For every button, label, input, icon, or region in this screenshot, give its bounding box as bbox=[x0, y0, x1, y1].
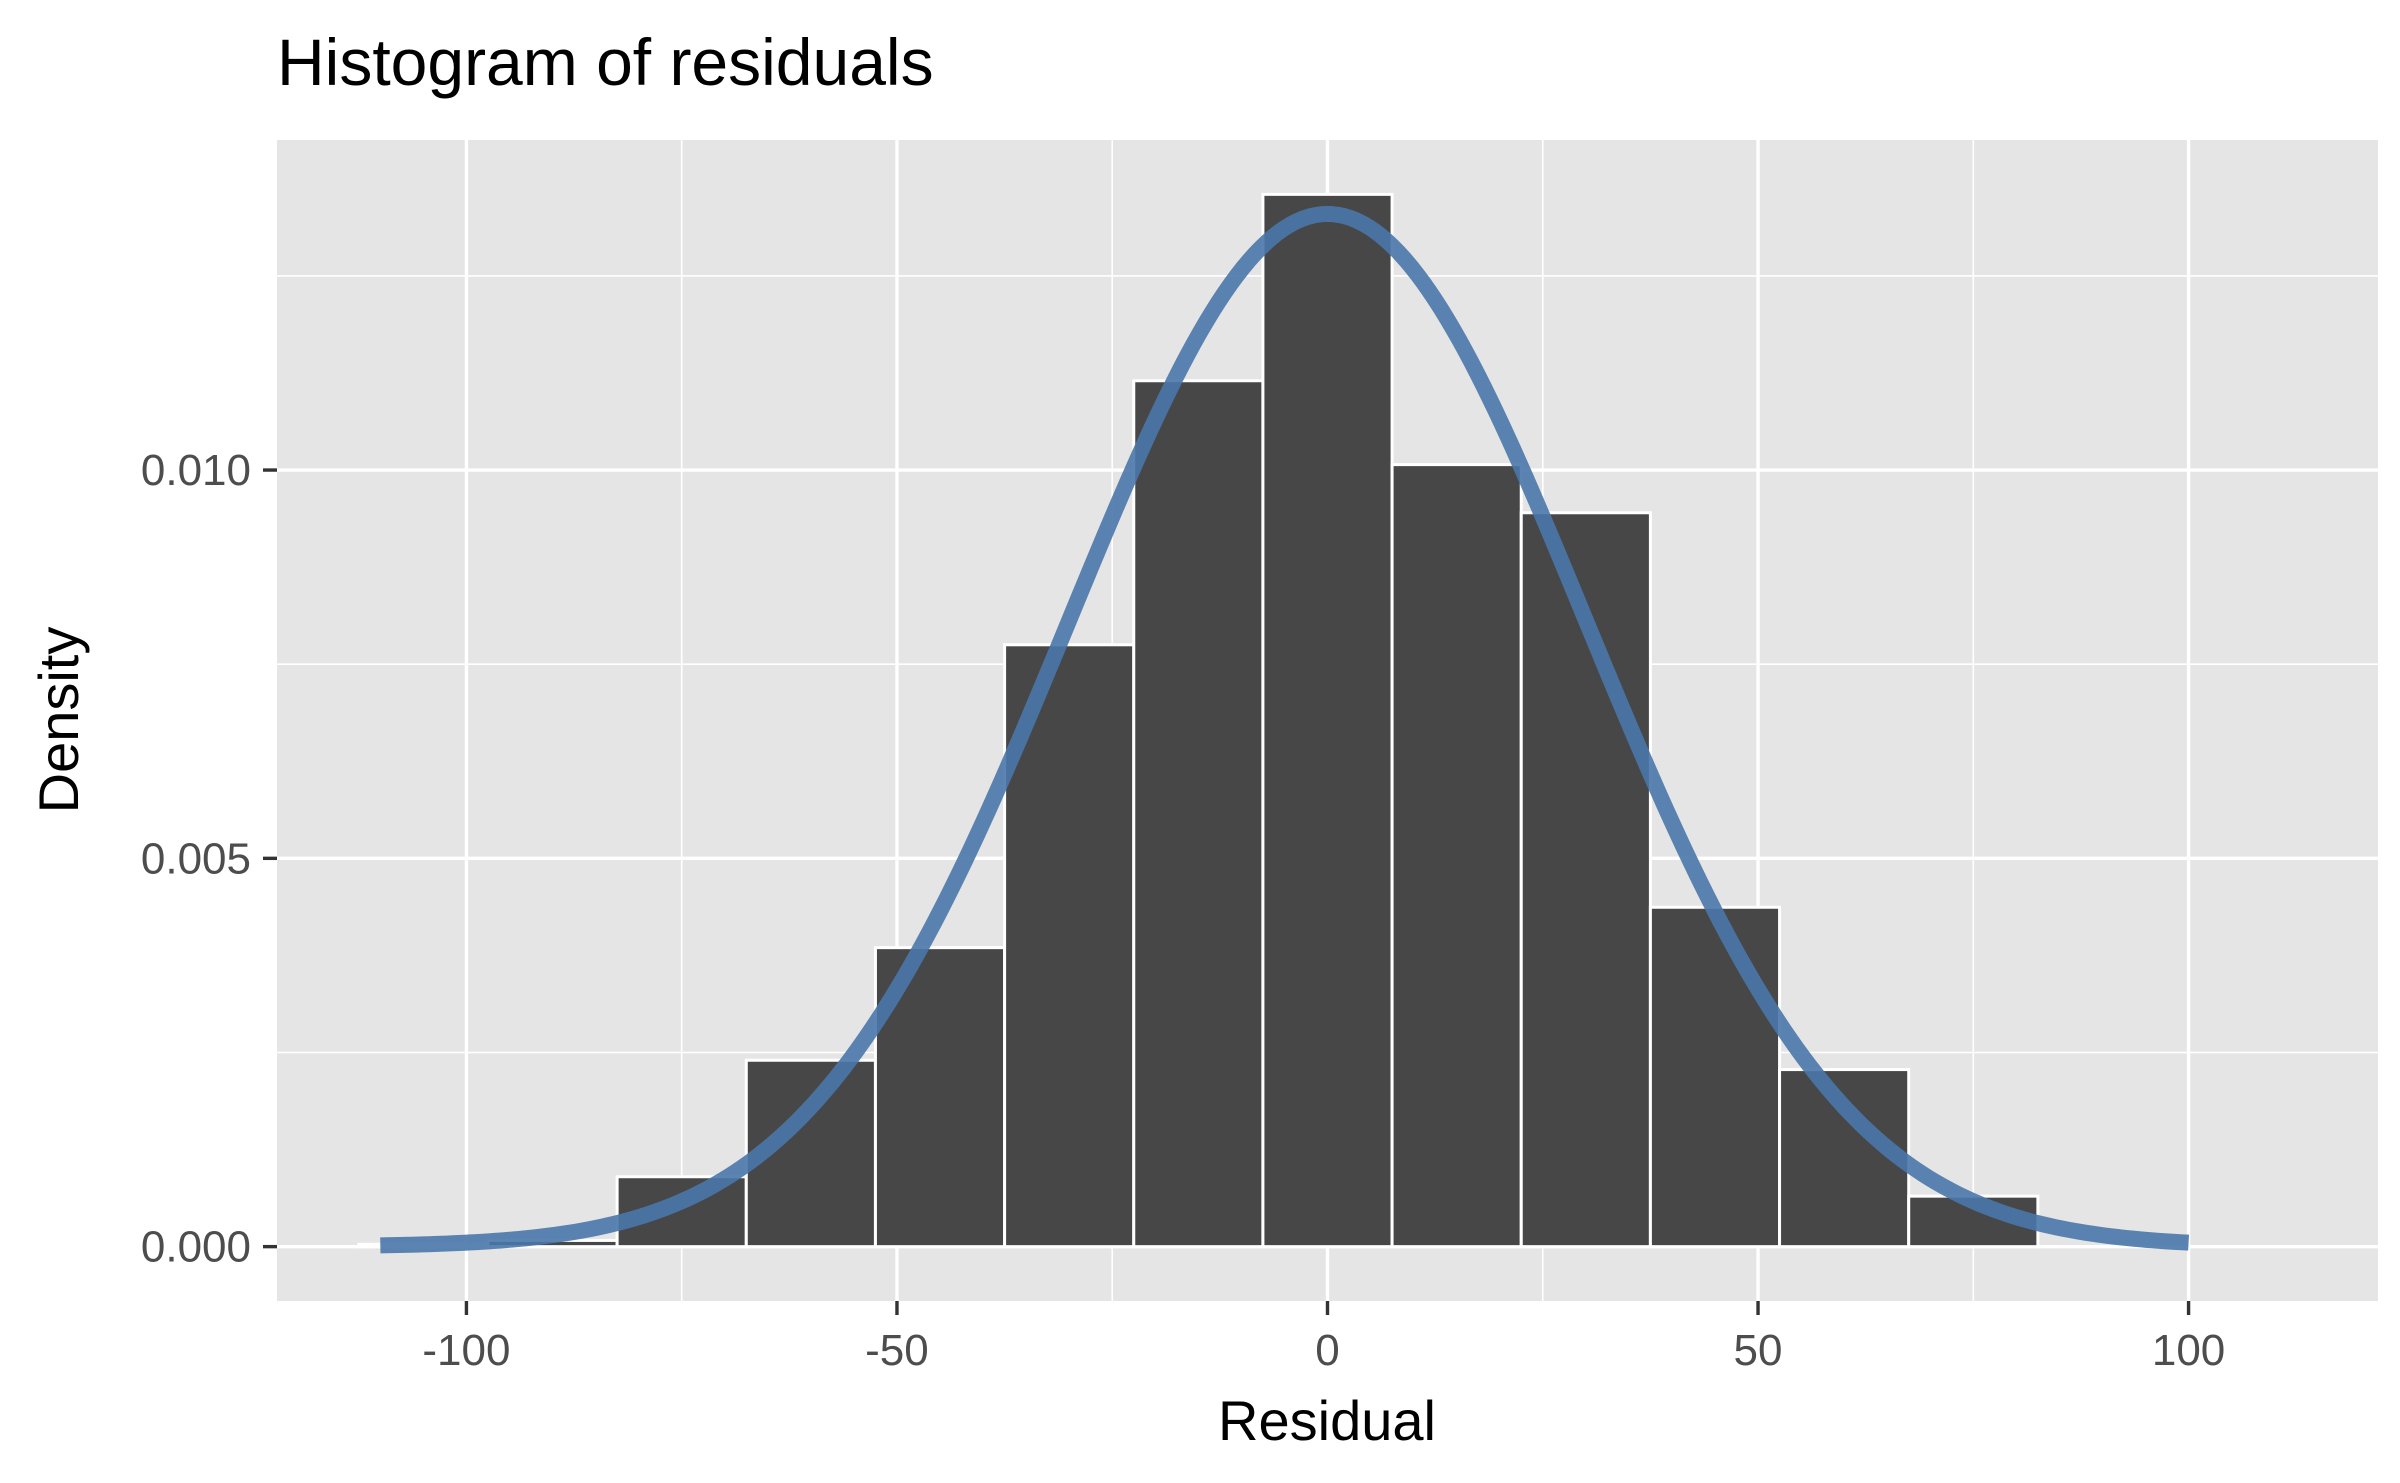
histogram-bar bbox=[1648, 905, 1782, 1249]
y-tick-label: 0.005 bbox=[141, 834, 251, 883]
y-axis: 0.000 0.005 0.010 bbox=[141, 446, 277, 1272]
histogram-bar bbox=[1390, 463, 1523, 1249]
histogram-bar bbox=[1261, 192, 1394, 1249]
x-tick-label: 0 bbox=[1315, 1326, 1339, 1375]
x-axis: -100 -50 0 50 100 bbox=[422, 1301, 2225, 1375]
x-tick-label: 50 bbox=[1734, 1326, 1783, 1375]
histogram-bar bbox=[1132, 379, 1265, 1249]
x-tick-label: -50 bbox=[865, 1326, 929, 1375]
chart-title: Histogram of residuals bbox=[277, 25, 934, 99]
x-axis-title: Residual bbox=[1218, 1389, 1436, 1452]
y-tick-label: 0.000 bbox=[141, 1223, 251, 1272]
histogram-bars bbox=[357, 192, 2040, 1249]
x-tick-label: 100 bbox=[2152, 1326, 2225, 1375]
y-tick-label: 0.010 bbox=[141, 446, 251, 495]
x-tick-label: -100 bbox=[422, 1326, 510, 1375]
y-axis-title: Density bbox=[27, 627, 90, 814]
normal-density-curve bbox=[378, 205, 2191, 1254]
